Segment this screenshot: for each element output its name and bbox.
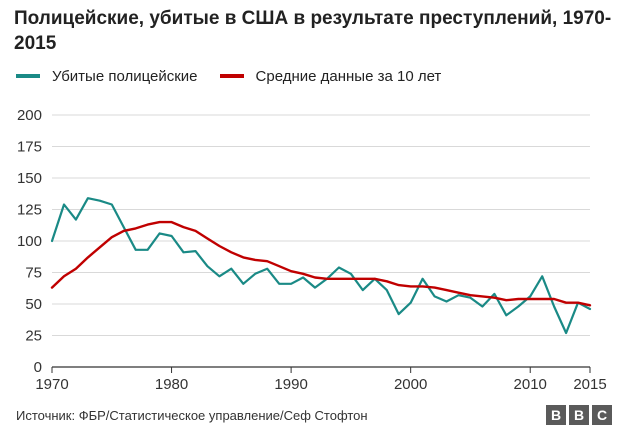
series-line-ten-year-average bbox=[50, 220, 592, 307]
y-tick-label-0: 0 bbox=[34, 359, 42, 376]
legend-swatch-red bbox=[219, 74, 244, 78]
legend-swatch-teal bbox=[16, 74, 40, 78]
y-tick-label-125: 125 bbox=[17, 202, 42, 219]
legend-item-killed-officers: Убитые полицейские bbox=[16, 68, 198, 85]
chart-legend: Убитые полицейские Средние данные за 10 … bbox=[16, 66, 463, 86]
x-tick-labels: 1970 1980 1990 2000 2010 2015 bbox=[35, 376, 606, 393]
series-lines bbox=[50, 197, 592, 335]
y-tick-label-100: 100 bbox=[17, 233, 42, 250]
x-axis bbox=[51, 366, 591, 373]
x-tick-label-2015: 2015 bbox=[573, 376, 606, 393]
bbc-logo-letter-1: B bbox=[546, 405, 566, 425]
y-tick-label-175: 175 bbox=[17, 139, 42, 156]
source-note: Источник: ФБР/Статистическое управление/… bbox=[16, 408, 368, 423]
legend-label-killed-officers: Убитые полицейские bbox=[52, 67, 198, 85]
x-tick-label-1990: 1990 bbox=[274, 376, 307, 393]
y-tick-label-150: 150 bbox=[17, 170, 42, 187]
chart-title: Полицейские, убитые в США в результате п… bbox=[14, 8, 612, 54]
y-tick-label-50: 50 bbox=[25, 296, 42, 313]
x-tick-label-2010: 2010 bbox=[514, 376, 547, 393]
series-line-killed-officers bbox=[50, 197, 592, 335]
x-tick-label-2000: 2000 bbox=[394, 376, 427, 393]
legend-label-ten-year-average: Средние данные за 10 лет bbox=[255, 67, 442, 85]
x-tick-label-1980: 1980 bbox=[155, 376, 188, 393]
bbc-logo-letter-3: C bbox=[592, 405, 612, 425]
legend-item-ten-year-average: Средние данные за 10 лет bbox=[219, 67, 442, 85]
bbc-logo: B B C bbox=[543, 405, 612, 425]
grid-lines bbox=[52, 114, 590, 336]
y-tick-label-25: 25 bbox=[25, 328, 42, 345]
y-tick-labels: 0 25 50 75 100 125 150 175 200 bbox=[17, 107, 42, 376]
y-tick-label-200: 200 bbox=[17, 107, 42, 124]
x-tick-label-1970: 1970 bbox=[35, 376, 68, 393]
y-tick-label-75: 75 bbox=[25, 265, 42, 282]
bbc-logo-letter-2: B bbox=[569, 405, 589, 425]
